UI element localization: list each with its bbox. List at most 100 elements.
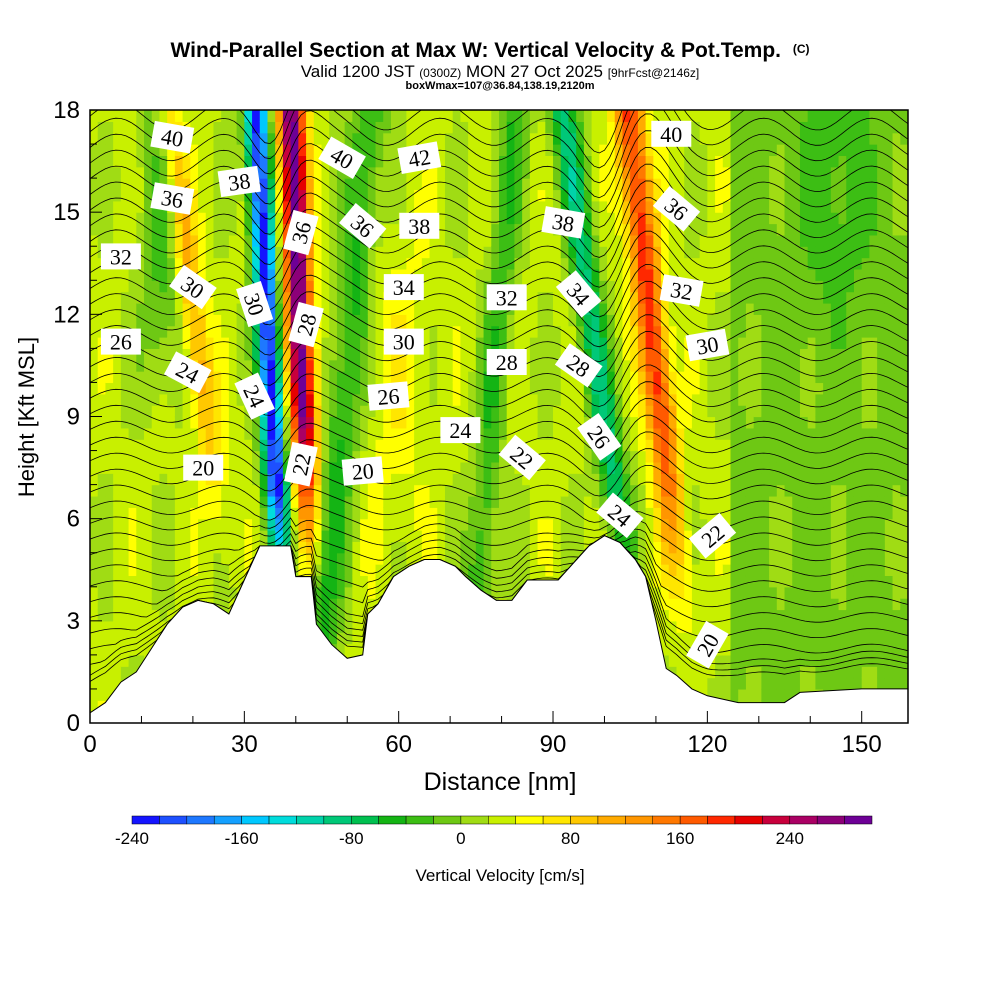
field-cell (151, 246, 161, 259)
field-cell (97, 666, 107, 679)
field-cell (730, 575, 739, 588)
field-cell (352, 144, 361, 157)
field-cell (128, 609, 137, 622)
field-cell (529, 541, 539, 554)
field-cell (437, 359, 446, 372)
field-cell (113, 212, 122, 225)
field-cell (799, 632, 809, 645)
field-cell (607, 382, 616, 395)
field-cell (576, 268, 585, 281)
field-cell (90, 212, 99, 225)
field-cell (360, 291, 369, 304)
field-cell (306, 507, 315, 520)
field-cell (761, 484, 770, 497)
field-cell (329, 257, 338, 270)
field-cell (259, 461, 269, 474)
field-cell (221, 121, 230, 134)
field-cell (321, 121, 330, 134)
field-cell (730, 257, 739, 270)
field-cell (545, 314, 554, 327)
field-cell (776, 552, 786, 565)
field-cell (753, 155, 762, 168)
field-cell (537, 257, 546, 270)
field-cell (761, 200, 770, 213)
field-cell (375, 518, 384, 531)
field-cell (545, 382, 554, 395)
field-cell (499, 484, 508, 497)
field-cell (352, 450, 361, 463)
field-cell (630, 473, 639, 486)
field-cell (444, 530, 454, 542)
field-cell (213, 234, 222, 247)
field-cell (452, 348, 462, 361)
field-cell (707, 166, 716, 179)
field-cell (360, 121, 369, 134)
field-cell (306, 518, 315, 531)
field-cell (468, 484, 477, 497)
field-cell (144, 495, 153, 508)
field-cell (128, 382, 137, 395)
field-cell (637, 461, 647, 474)
field-cell (90, 178, 99, 191)
field-cell (282, 439, 292, 452)
field-cell (537, 110, 546, 122)
field-cell (213, 518, 222, 531)
field-cell (653, 507, 662, 520)
field-cell (228, 280, 238, 293)
field-cell (553, 257, 562, 270)
field-cell (90, 677, 99, 690)
field-cell (120, 359, 130, 372)
field-cell (383, 575, 392, 588)
field-cell (676, 348, 685, 361)
field-cell (553, 541, 562, 554)
field-cell (90, 144, 99, 157)
field-cell (90, 189, 99, 202)
field-cell (583, 325, 593, 338)
field-cell (360, 200, 369, 213)
field-cell (653, 234, 662, 247)
field-cell (221, 450, 230, 463)
field-cell (236, 132, 245, 145)
field-cell (545, 246, 554, 259)
field-cell (136, 495, 145, 508)
field-cell (144, 200, 153, 213)
field-cell (336, 507, 346, 520)
field-cell (568, 371, 577, 384)
field-cell (390, 405, 400, 418)
field-cell (792, 677, 801, 690)
field-cell (707, 575, 716, 588)
field-cell (182, 223, 191, 236)
field-cell (313, 280, 323, 293)
field-cell (414, 234, 423, 247)
field-cell (583, 121, 593, 134)
field-cell (591, 257, 600, 270)
field-cell (429, 268, 438, 281)
field-cell (414, 427, 423, 440)
field-cell (383, 507, 392, 520)
field-cell (653, 155, 662, 168)
field-cell (375, 427, 384, 440)
field-cell (329, 609, 338, 622)
field-cell (437, 155, 446, 168)
field-cell (205, 314, 215, 327)
field-cell (352, 382, 361, 395)
field-cell (707, 144, 716, 157)
field-cell (290, 302, 299, 315)
field-cell (275, 427, 284, 440)
field-cell (105, 654, 114, 667)
field-cell (221, 155, 230, 168)
field-cell (406, 246, 415, 259)
field-cell (784, 541, 793, 554)
field-cell (483, 121, 492, 134)
field-cell (105, 371, 114, 384)
field-cell (128, 518, 137, 531)
field-cell (221, 586, 230, 599)
field-cell (769, 200, 778, 213)
field-cell (506, 200, 516, 213)
field-cell (360, 246, 369, 259)
field-cell (437, 291, 446, 304)
field-cell (90, 314, 99, 327)
field-cell (491, 450, 500, 463)
field-cell (105, 393, 114, 406)
field-cell (753, 348, 762, 361)
